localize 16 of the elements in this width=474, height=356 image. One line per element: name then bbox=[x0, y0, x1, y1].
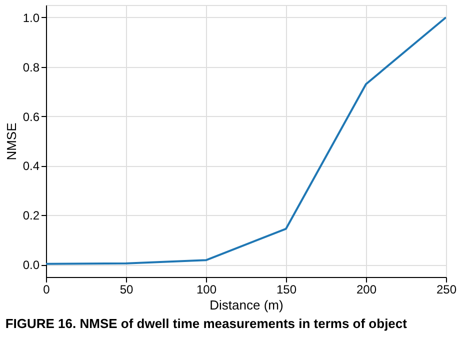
x-tick-label: 50 bbox=[120, 282, 134, 296]
caption: FIGURE 16. NMSE of dwell time measurements in terms of object bbox=[5, 316, 408, 331]
y-tick-label: 1.0 bbox=[22, 10, 40, 25]
x-tick-label: 200 bbox=[356, 282, 377, 296]
y-tick-label: 0.8 bbox=[22, 60, 40, 74]
y-axis-title: NMSE bbox=[4, 122, 19, 160]
line-series bbox=[46, 16, 446, 265]
y-tick-label: 0.0 bbox=[22, 258, 40, 272]
x-tick-label: 150 bbox=[276, 282, 297, 296]
x-axis-title: Distance (m) bbox=[210, 298, 284, 312]
y-tick-label: 0.6 bbox=[22, 110, 40, 124]
y-tick-label: 0.4 bbox=[22, 159, 40, 174]
x-tick-label: 100 bbox=[196, 282, 217, 296]
x-tick-label: 0 bbox=[43, 282, 50, 296]
x-tick-label: 250 bbox=[436, 282, 457, 296]
y-tick-label: 0.2 bbox=[22, 208, 40, 223]
